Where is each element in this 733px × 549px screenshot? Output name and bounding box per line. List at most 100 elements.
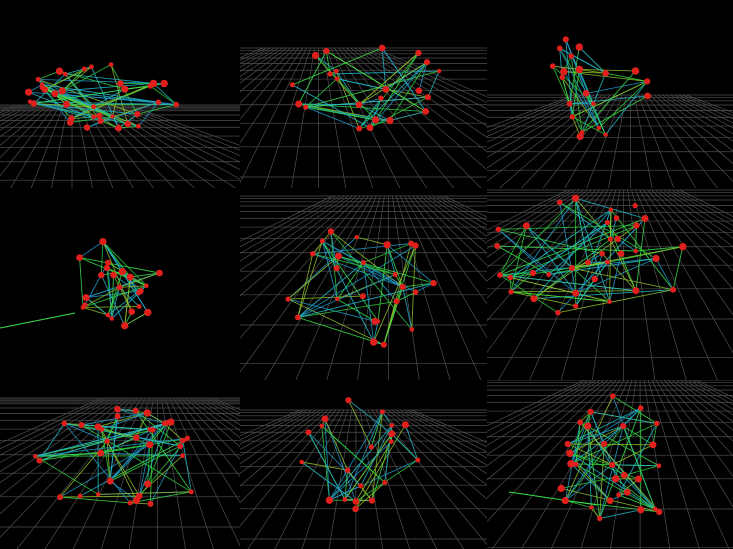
edge [38,70,60,80]
node [121,85,129,93]
node [91,104,97,110]
edge [97,412,148,428]
node [422,108,430,115]
edge [64,423,131,504]
node [57,494,64,501]
node [177,443,184,449]
edge [578,46,606,74]
edge [377,244,388,322]
edge [598,81,648,129]
node [352,498,360,505]
node [167,418,175,426]
edge [356,236,388,246]
node [412,289,419,295]
edge [292,47,383,86]
node [107,477,113,482]
edge [138,444,151,497]
edge [130,502,151,505]
node [305,429,312,436]
node [147,427,153,432]
node [609,393,616,399]
grid-line [91,104,175,188]
grid-line [326,195,381,380]
edge [321,425,386,483]
node [566,449,574,457]
edge [335,70,360,129]
node [133,434,140,441]
grid-line [663,380,733,457]
grid-line [240,409,325,474]
edge [391,433,419,461]
node [134,111,141,118]
node [557,484,565,492]
edge [102,241,140,294]
edge [305,106,360,129]
edge [315,55,376,121]
edge [111,287,120,319]
node [39,82,45,87]
grid-line [643,189,733,316]
edge [298,103,426,112]
edges [496,197,684,314]
edge [612,464,659,467]
edge [33,83,165,104]
grid-line [181,397,240,460]
node [156,269,163,277]
edge [561,77,571,104]
edge [510,291,576,307]
edge [71,116,94,120]
grid-line [240,195,349,271]
node [41,86,48,93]
edge [344,411,383,500]
node [323,47,330,55]
grid-line [416,195,487,266]
edge [618,478,639,496]
grid-line [0,104,53,159]
edge [565,39,587,94]
node [352,505,359,513]
edge [587,426,592,508]
node [555,309,561,316]
floor-grid [240,409,487,549]
node [546,272,552,278]
grid-line [655,380,733,508]
edge [29,101,139,127]
edge [559,202,577,294]
edge [37,78,113,117]
edge [348,399,393,435]
edge [567,443,654,446]
node [654,420,660,427]
edge [38,78,165,84]
node [299,459,304,465]
edge [135,410,192,493]
node [81,66,87,72]
edge [59,70,125,90]
node [91,114,96,120]
edge [107,262,113,319]
grid-line [240,409,329,487]
grid-line [240,195,345,262]
edge [138,101,159,127]
grid-line [487,189,588,269]
node [99,238,107,246]
node [408,240,415,247]
edge [305,70,440,108]
node [89,64,94,70]
edge [594,253,603,280]
edge [375,52,419,121]
grid-line [383,409,487,500]
node [359,293,366,300]
edge [79,257,84,308]
edge [98,491,192,495]
node [371,317,379,325]
node [591,101,596,106]
grid-line [529,189,612,380]
edge [336,262,364,300]
edge [510,272,534,293]
edge [301,461,348,471]
node [599,250,605,257]
edge [79,241,104,258]
node [603,132,608,137]
grid-line [542,94,615,188]
